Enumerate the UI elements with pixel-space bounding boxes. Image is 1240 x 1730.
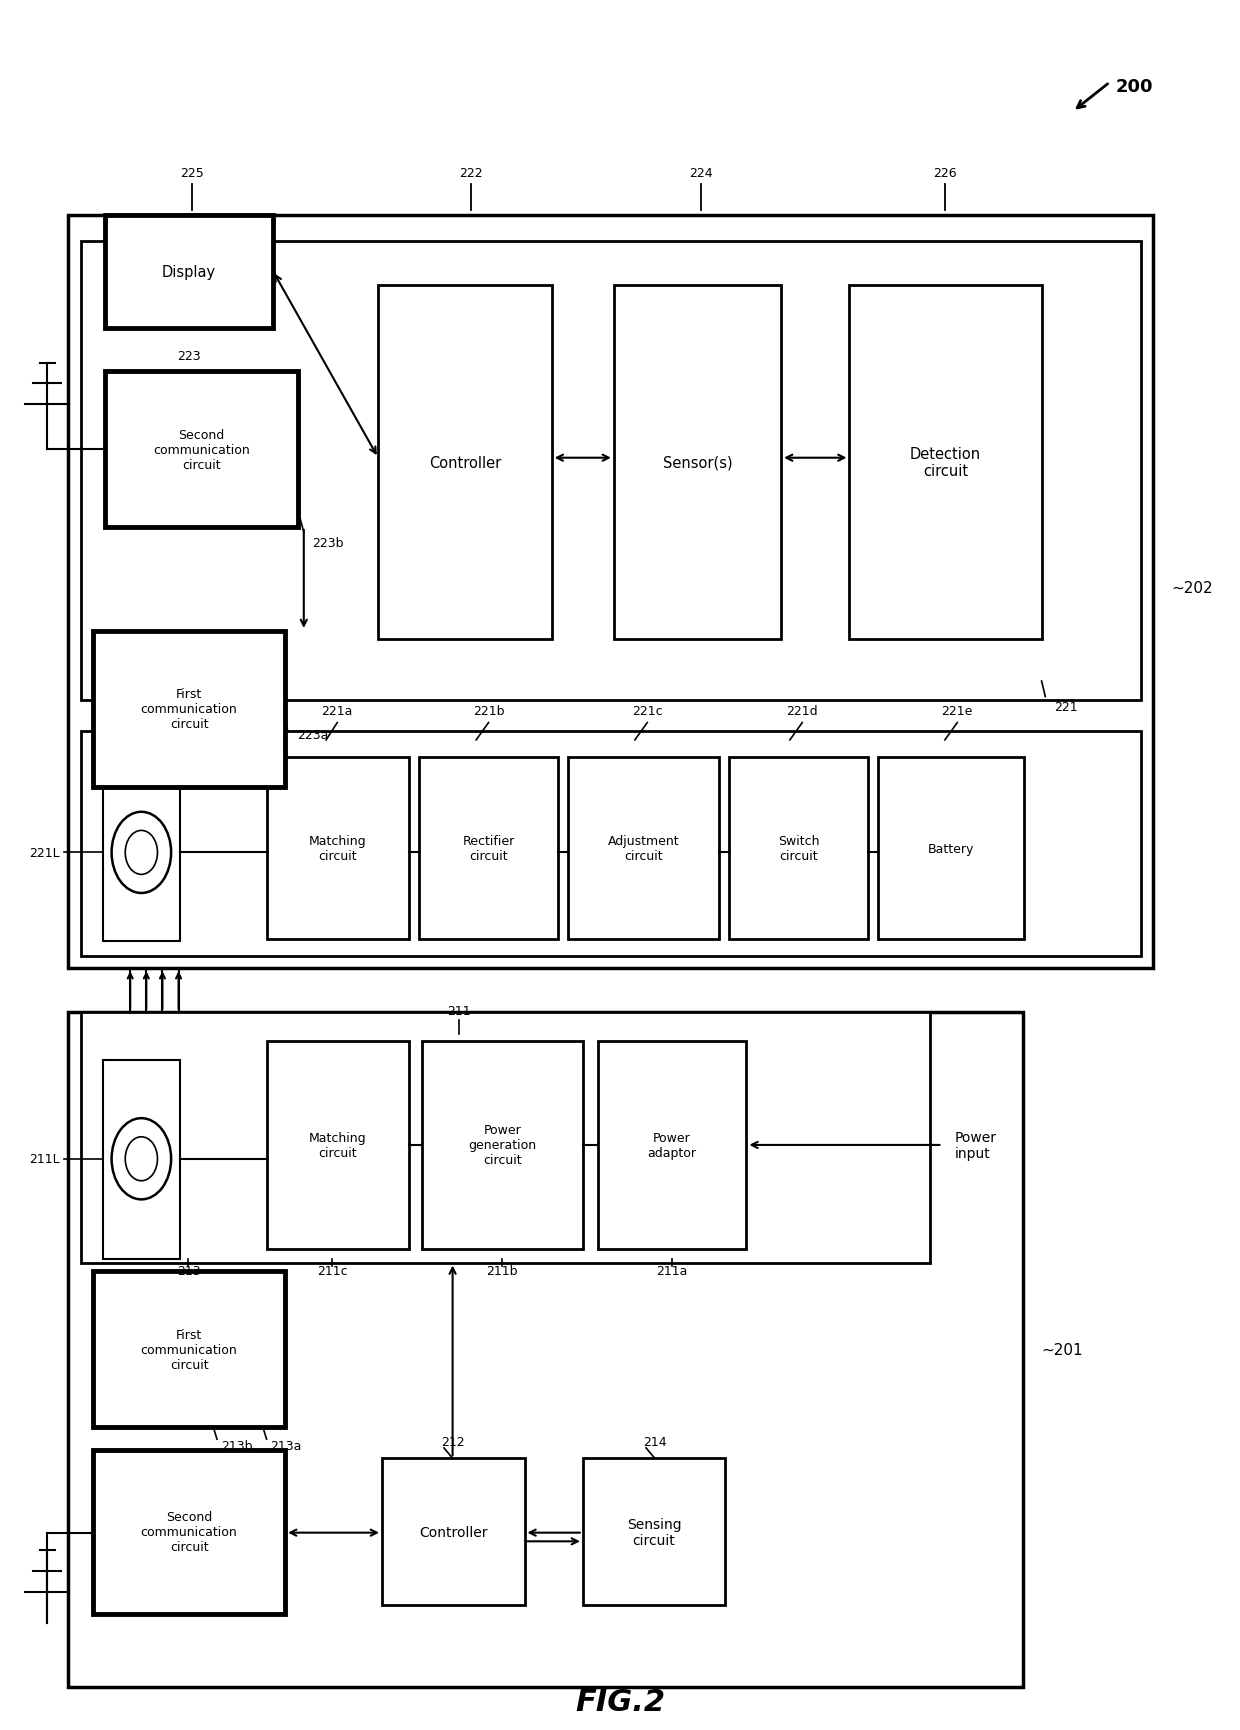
Text: Matching
circuit: Matching circuit [309,1131,367,1159]
FancyBboxPatch shape [583,1458,725,1605]
Text: 213b: 213b [221,1439,252,1453]
FancyBboxPatch shape [105,216,273,329]
Text: 221b: 221b [472,704,505,718]
Text: 221a: 221a [321,704,353,718]
Text: Detection
circuit: Detection circuit [910,446,981,479]
Text: Power
generation
circuit: Power generation circuit [469,1124,536,1166]
FancyBboxPatch shape [419,758,558,939]
Text: Power
input: Power input [955,1130,997,1161]
Text: ~202: ~202 [1172,581,1214,595]
Text: Power
adaptor: Power adaptor [647,1131,697,1159]
Text: 213: 213 [176,1265,201,1278]
Text: FIG.2: FIG.2 [575,1687,665,1716]
FancyBboxPatch shape [267,758,409,939]
Text: 211a: 211a [656,1265,688,1278]
Text: 224: 224 [688,166,713,180]
Text: 212: 212 [440,1434,465,1448]
Text: 222: 222 [459,166,484,180]
Text: 225: 225 [180,166,205,180]
Text: 221: 221 [1054,701,1078,714]
Text: Second
communication
circuit: Second communication circuit [140,1510,238,1554]
Text: 200: 200 [1116,78,1153,95]
Text: Battery: Battery [928,843,975,855]
FancyBboxPatch shape [598,1041,746,1249]
FancyBboxPatch shape [382,1458,525,1605]
Text: 221L: 221L [29,846,60,860]
FancyBboxPatch shape [878,758,1024,939]
Text: Sensor(s): Sensor(s) [662,455,733,471]
FancyBboxPatch shape [81,732,1141,957]
FancyBboxPatch shape [849,285,1042,640]
FancyBboxPatch shape [93,1450,285,1614]
FancyBboxPatch shape [93,1272,285,1427]
Text: Rectifier
circuit: Rectifier circuit [463,834,515,863]
Text: 211: 211 [446,1003,471,1017]
FancyBboxPatch shape [103,763,180,941]
Text: First
communication
circuit: First communication circuit [140,1329,238,1370]
Text: Second
communication
circuit: Second communication circuit [153,429,250,471]
Text: 223b: 223b [312,536,343,550]
Text: Matching
circuit: Matching circuit [309,834,367,863]
Text: Adjustment
circuit: Adjustment circuit [608,834,680,863]
FancyBboxPatch shape [68,216,1153,969]
Text: 211c: 211c [317,1265,347,1278]
Text: First
communication
circuit: First communication circuit [140,689,238,730]
FancyBboxPatch shape [267,1041,409,1249]
FancyBboxPatch shape [68,1012,1023,1687]
Text: Switch
circuit: Switch circuit [777,834,820,863]
Text: 214: 214 [642,1434,667,1448]
FancyBboxPatch shape [103,1060,180,1259]
Text: Controller: Controller [429,455,501,471]
FancyBboxPatch shape [422,1041,583,1249]
Text: 213a: 213a [270,1439,301,1453]
Text: 221c: 221c [632,704,662,718]
Text: 223a: 223a [298,728,329,742]
FancyBboxPatch shape [81,1012,930,1263]
FancyBboxPatch shape [93,631,285,787]
Text: 226: 226 [932,166,957,180]
Text: 223: 223 [177,349,201,363]
FancyBboxPatch shape [614,285,781,640]
FancyBboxPatch shape [81,242,1141,701]
FancyBboxPatch shape [568,758,719,939]
Text: Sensing
circuit: Sensing circuit [626,1517,682,1547]
Text: 211b: 211b [486,1265,518,1278]
Text: 221d: 221d [786,704,818,718]
FancyBboxPatch shape [105,372,298,528]
Text: Display: Display [162,265,216,280]
Text: 221e: 221e [941,704,973,718]
FancyBboxPatch shape [378,285,552,640]
Text: ~201: ~201 [1042,1342,1084,1356]
FancyBboxPatch shape [729,758,868,939]
Text: Controller: Controller [419,1524,487,1540]
Text: 211L: 211L [29,1152,60,1166]
